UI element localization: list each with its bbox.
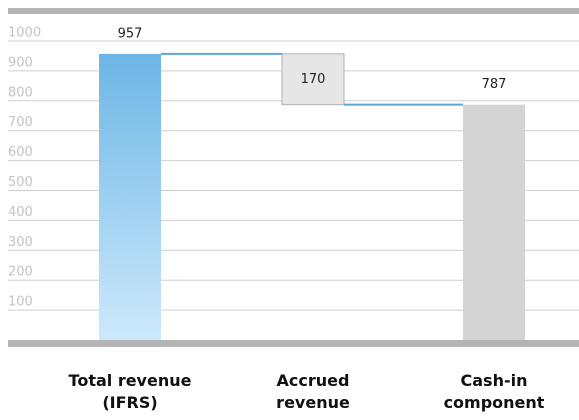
y-tick-label: 400 xyxy=(8,205,33,220)
y-tick-label: 100 xyxy=(8,295,33,310)
y-tick-label: 300 xyxy=(8,235,33,250)
value-label: 957 xyxy=(118,26,143,41)
x-tick-label: Cash-in component xyxy=(443,371,545,412)
y-tick-label: 900 xyxy=(8,55,33,70)
x-tick-label: Accrued revenue xyxy=(276,371,350,412)
y-tick-label: 800 xyxy=(8,85,33,100)
bar xyxy=(99,53,161,341)
value-label: 170 xyxy=(301,72,326,87)
y-tick-label: 700 xyxy=(8,115,33,130)
y-tick-label: 1000 xyxy=(8,26,41,41)
bottom-frame xyxy=(8,340,579,347)
value-label: 787 xyxy=(482,77,507,92)
bar xyxy=(463,104,525,340)
y-tick-label: 500 xyxy=(8,175,33,190)
top-frame xyxy=(8,8,579,14)
y-tick-label: 200 xyxy=(8,265,33,280)
bar xyxy=(281,53,345,106)
x-tick-label: Total revenue (IFRS) xyxy=(68,371,192,412)
y-tick-label: 600 xyxy=(8,145,33,160)
